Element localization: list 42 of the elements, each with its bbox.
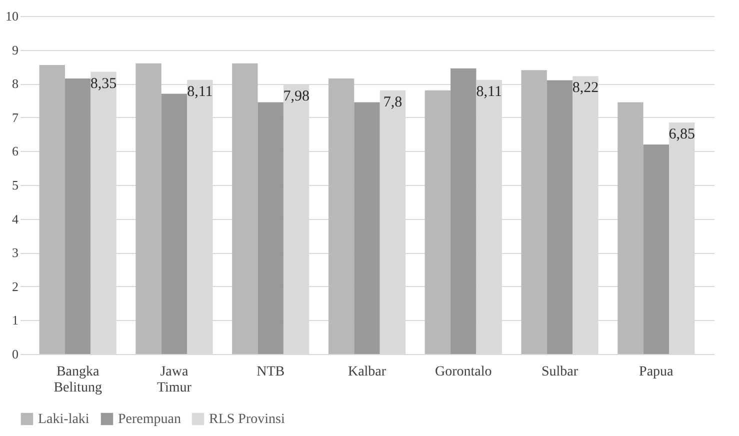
bar <box>136 63 162 354</box>
y-tick-label: 1 <box>12 312 18 328</box>
bar <box>64 78 91 354</box>
x-tick-label: NTB <box>256 364 285 380</box>
data-label: 8,35 <box>90 76 117 92</box>
y-tick-label: 10 <box>6 8 18 24</box>
bar <box>161 94 188 354</box>
x-tick-label: Papua <box>639 364 674 380</box>
bar <box>39 65 65 354</box>
y-tick-label: 7 <box>12 110 19 125</box>
bar <box>354 102 380 354</box>
y-tick-label: 0 <box>12 346 18 362</box>
y-tick-label: 9 <box>12 42 18 58</box>
y-tick-label: 8 <box>12 76 18 92</box>
bar <box>328 78 354 354</box>
y-tick-label: 5 <box>12 178 18 192</box>
x-tick-label: Bangka Belitung <box>54 364 102 396</box>
x-tick-label: Sulbar <box>541 364 578 380</box>
data-label: 7,8 <box>383 94 402 110</box>
legend-label: RLS Provinsi <box>209 412 285 427</box>
data-label: 8,11 <box>476 84 502 100</box>
bar <box>643 144 670 354</box>
data-label: 7,98 <box>283 88 310 104</box>
bar <box>258 102 284 354</box>
bar <box>618 102 644 354</box>
legend-label: Perempuan <box>118 412 181 427</box>
y-tick-label: 2 <box>12 278 18 294</box>
bar <box>546 80 573 354</box>
x-tick-label: Kalbar <box>348 364 386 380</box>
y-tick-label: 4 <box>12 211 19 226</box>
bar <box>450 68 476 354</box>
x-tick-label: Gorontalo <box>435 364 492 380</box>
x-tick-label: Jawa Timur <box>156 364 192 396</box>
legend-label: Laki-laki <box>38 412 90 427</box>
data-label: 8,11 <box>187 84 213 100</box>
data-label: 6,85 <box>668 126 695 142</box>
y-tick-label: 3 <box>12 245 18 260</box>
bar <box>521 70 547 354</box>
y-tick-label: 6 <box>12 144 19 159</box>
bar <box>232 63 258 354</box>
bar <box>424 90 451 354</box>
data-label: 8,22 <box>572 80 599 96</box>
